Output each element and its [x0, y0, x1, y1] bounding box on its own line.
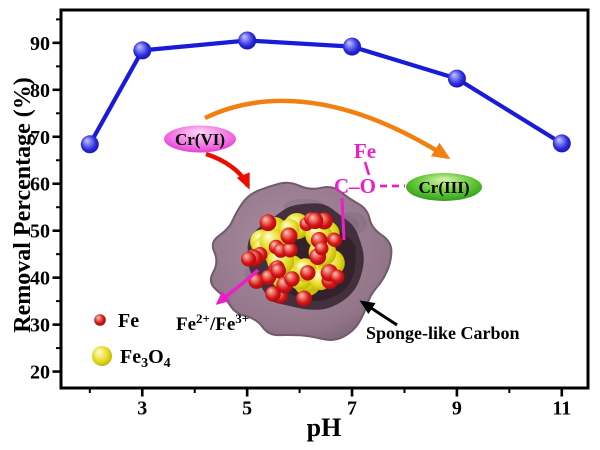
bridge-fe-label: Fe	[354, 139, 376, 163]
plot-frame	[59, 8, 590, 390]
sponge-carbon-label: Sponge-like Carbon	[366, 323, 520, 343]
text-segment: Fe	[120, 346, 141, 368]
series-line	[87, 38, 563, 146]
fe-ions-label: Fe2+/Fe3+	[176, 311, 249, 335]
bridge-c-o-label: C–O	[334, 174, 376, 198]
fe-sphere	[306, 212, 324, 230]
y-tick-label: 40	[30, 268, 50, 290]
fe-sphere	[241, 251, 257, 267]
x-tick-label: 5	[242, 398, 252, 420]
x-tick-label: 11	[552, 398, 571, 420]
data-series	[80, 31, 571, 154]
data-point-marker	[447, 69, 466, 88]
y-axis-title: Removal Percentage (%)	[10, 77, 36, 332]
text-segment: O	[148, 346, 164, 368]
fe-sphere	[259, 214, 277, 232]
y-tick-label: 80	[30, 80, 50, 102]
legend-fe3o4-label: Fe3O4	[120, 346, 171, 371]
cr3-label: Cr(III)	[419, 178, 470, 197]
fe-sphere	[330, 269, 345, 284]
text-segment: 3+	[235, 311, 249, 326]
y-tick-label: 20	[30, 362, 50, 384]
fe-sphere	[314, 241, 329, 256]
fe-sphere	[300, 265, 316, 281]
bond-fe-to-o-line	[363, 161, 371, 176]
red-adsorption-arrow	[205, 151, 251, 190]
legend-fe3o4-swatch	[92, 346, 112, 366]
sponge-pointer-arrow	[359, 300, 398, 327]
y-tick-label: 30	[30, 315, 50, 337]
text-segment: 3	[141, 356, 148, 371]
cr6-label: Cr(VI)	[175, 130, 225, 149]
fe-sphere	[296, 290, 312, 307]
sponge-carbon-illustration	[209, 181, 393, 341]
x-axis-title: pH	[307, 413, 342, 442]
fe-sphere	[265, 286, 281, 302]
y-tick-label: 70	[30, 127, 50, 149]
legend-fe-label: Fe	[118, 310, 139, 332]
fe-ions-arrow	[215, 268, 260, 305]
data-point-marker	[238, 31, 257, 50]
x-tick-label: 9	[452, 398, 462, 420]
data-point-marker	[343, 37, 361, 56]
cr6-ellipse	[164, 125, 236, 153]
text-segment: 4	[164, 356, 171, 371]
orange-reaction-arrow	[204, 98, 451, 160]
fe-sphere	[284, 271, 300, 287]
data-point-marker	[133, 41, 152, 60]
legend-fe-swatch	[94, 314, 106, 326]
cr3-ellipse	[406, 173, 482, 201]
data-point-marker	[552, 134, 571, 153]
legend: Fe Fe3O4	[92, 310, 171, 371]
x-tick-label: 7	[347, 398, 357, 420]
axes: 20 30 40 50 60 70 80 90 3 5 7 9 11	[30, 18, 571, 420]
fe-sphere	[328, 233, 342, 248]
y-tick-label: 50	[30, 221, 50, 243]
text-segment: 2+	[196, 311, 210, 326]
bond-c-to-cluster-line	[340, 197, 346, 241]
text-segment: Fe	[176, 314, 196, 335]
fe-sphere	[282, 242, 298, 258]
text-segment: /Fe	[209, 314, 235, 335]
data-point-marker	[80, 135, 99, 154]
fe-sphere	[280, 227, 298, 245]
y-tick-label: 90	[30, 33, 50, 55]
y-tick-label: 60	[30, 174, 50, 196]
fe-sphere	[270, 263, 286, 279]
x-tick-label: 3	[137, 398, 147, 420]
